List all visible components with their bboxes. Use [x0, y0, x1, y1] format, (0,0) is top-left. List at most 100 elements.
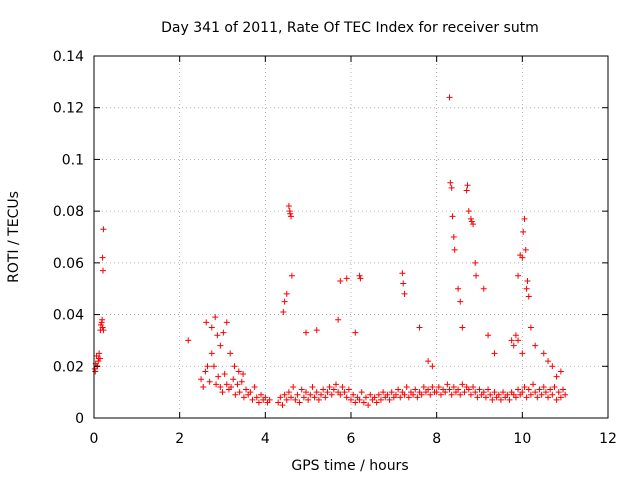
data-point — [450, 383, 457, 390]
data-point — [249, 396, 256, 403]
data-point — [217, 383, 224, 390]
x-tick-label: 6 — [347, 431, 356, 447]
data-point — [542, 389, 549, 396]
data-point — [459, 381, 466, 388]
data-point — [230, 376, 237, 383]
data-point — [455, 386, 462, 393]
data-point — [251, 383, 258, 390]
data-point — [405, 394, 412, 401]
data-point — [96, 350, 103, 357]
data-point — [221, 371, 228, 378]
data-point — [311, 394, 318, 401]
data-point — [275, 399, 282, 406]
data-point — [467, 391, 474, 398]
data-point — [315, 396, 322, 403]
data-point — [362, 394, 369, 401]
data-point — [220, 329, 227, 336]
data-point — [288, 272, 295, 279]
data-point — [491, 389, 498, 396]
data-point — [352, 329, 359, 336]
data-point — [463, 187, 470, 194]
data-point — [442, 389, 449, 396]
data-point — [527, 391, 534, 398]
data-point — [305, 396, 312, 403]
data-point — [280, 308, 287, 315]
data-point — [330, 386, 337, 393]
data-point — [446, 94, 453, 101]
data-point — [247, 389, 254, 396]
x-axis-label: GPS time / hours — [291, 458, 408, 474]
data-point — [468, 218, 475, 225]
data-point — [223, 319, 230, 326]
data-point — [482, 394, 489, 401]
data-point — [506, 396, 513, 403]
data-point — [258, 391, 265, 398]
chart-title: Day 341 of 2011, Rate Of TEC Index for r… — [161, 20, 539, 36]
data-point — [285, 202, 292, 209]
data-point — [307, 391, 314, 398]
data-point — [425, 386, 432, 393]
data-point — [262, 394, 269, 401]
data-point — [243, 386, 250, 393]
data-point — [356, 396, 363, 403]
data-point — [397, 394, 404, 401]
data-point — [217, 342, 224, 349]
data-point — [418, 391, 425, 398]
grid-lines — [94, 56, 608, 418]
data-point — [512, 332, 519, 339]
data-point — [525, 386, 532, 393]
data-point — [480, 389, 487, 396]
data-point — [401, 391, 408, 398]
data-point — [410, 391, 417, 398]
data-point — [281, 298, 288, 305]
data-point — [279, 402, 286, 409]
data-point — [227, 350, 234, 357]
data-point — [328, 391, 335, 398]
data-point — [540, 350, 547, 357]
data-point — [515, 272, 522, 279]
data-point — [420, 383, 427, 390]
y-tick-label: 0.12 — [53, 101, 84, 117]
y-tick-label: 0.08 — [53, 204, 84, 220]
data-point — [473, 272, 480, 279]
data-point — [551, 383, 558, 390]
data-point — [495, 391, 502, 398]
data-point — [99, 254, 106, 261]
data-point — [457, 391, 464, 398]
data-point — [313, 389, 320, 396]
data-point — [540, 383, 547, 390]
data-point — [392, 391, 399, 398]
data-point — [309, 383, 316, 390]
data-point — [371, 394, 378, 401]
data-point — [375, 391, 382, 398]
data-point — [228, 383, 235, 390]
data-point — [238, 378, 245, 385]
data-point — [298, 386, 305, 393]
data-point — [489, 396, 496, 403]
x-tick-label: 8 — [432, 431, 441, 447]
data-point — [491, 350, 498, 357]
data-point — [448, 184, 455, 191]
data-point — [303, 329, 310, 336]
data-point — [474, 394, 481, 401]
data-point — [467, 215, 474, 222]
data-point — [294, 391, 301, 398]
data-point — [357, 275, 364, 282]
data-point — [208, 350, 215, 357]
data-point — [500, 389, 507, 396]
data-point — [95, 355, 102, 362]
data-point — [530, 381, 537, 388]
data-point — [485, 386, 492, 393]
data-point — [521, 383, 528, 390]
data-point — [231, 363, 238, 370]
data-point — [429, 363, 436, 370]
data-point — [215, 373, 222, 380]
data-point — [527, 324, 534, 331]
data-point — [553, 396, 560, 403]
data-point — [470, 221, 477, 228]
x-tick-label: 10 — [513, 431, 531, 447]
data-point — [470, 383, 477, 390]
data-point — [485, 332, 492, 339]
data-point — [519, 389, 526, 396]
